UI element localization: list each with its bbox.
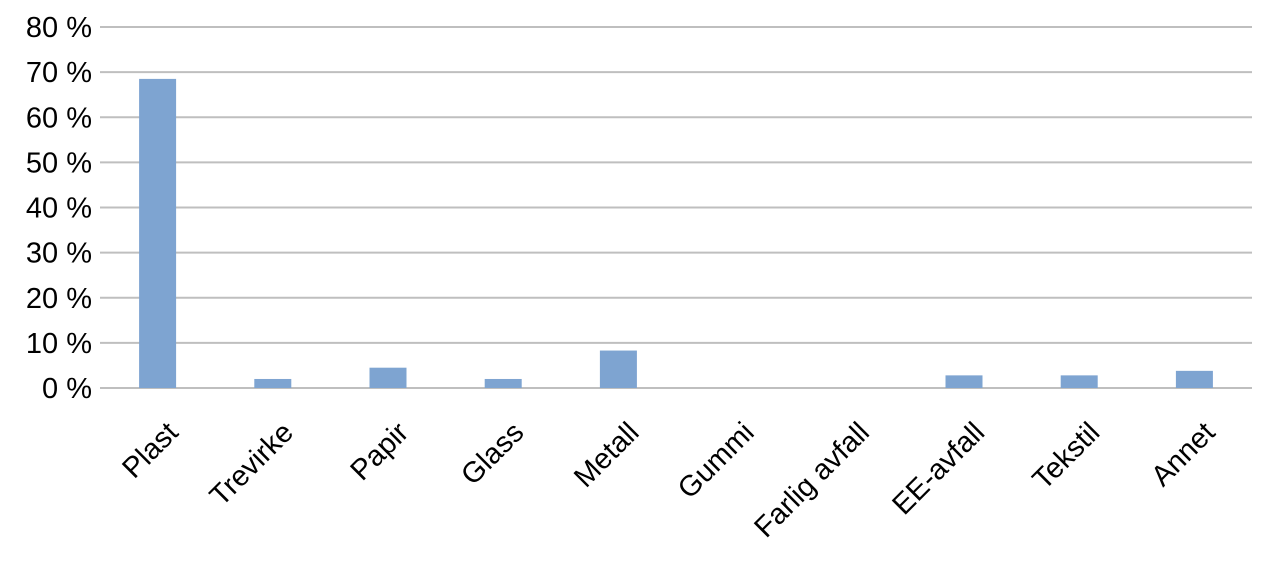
bar (599, 350, 637, 388)
y-tick-label: 10 % (26, 328, 92, 360)
y-tick-label: 40 % (26, 193, 92, 225)
x-category-label: Tekstil (1027, 416, 1107, 496)
bar (1060, 375, 1098, 388)
y-tick-label: 0 % (42, 373, 92, 405)
x-category-label: EE-avfall (886, 416, 991, 521)
y-axis-tick-labels: 0 % 10 % 20 % 30 % 40 % 50 % 60 % 70 % 80 % (26, 12, 92, 405)
x-category-label: Annet (1145, 416, 1221, 492)
x-category-label: Gummi (672, 416, 761, 505)
x-category-label: Papir (345, 416, 416, 487)
y-tick-label: 60 % (26, 102, 92, 134)
y-tick-label: 70 % (26, 57, 92, 89)
bar (369, 367, 407, 388)
x-category-label: Glass (455, 416, 530, 491)
x-category-label: Trevirke (204, 416, 300, 512)
bar (1175, 370, 1213, 388)
x-category-label: Metall (568, 416, 645, 493)
y-tick-label: 20 % (26, 283, 92, 315)
y-tick-label: 80 % (26, 12, 92, 44)
y-tick-label: 50 % (26, 147, 92, 179)
bar (254, 378, 292, 388)
bar (484, 378, 522, 388)
bar (945, 375, 983, 388)
x-category-label: Plast (116, 416, 184, 484)
x-axis-category-labels: Plast Trevirke Papir Glass Metall GummiFarlig… (116, 416, 1221, 544)
bar (139, 78, 177, 389)
x-category-label: Farlig avfall (748, 416, 875, 543)
y-tick-label: 30 % (26, 238, 92, 270)
bars (139, 78, 1213, 389)
gridlines (100, 26, 1252, 389)
